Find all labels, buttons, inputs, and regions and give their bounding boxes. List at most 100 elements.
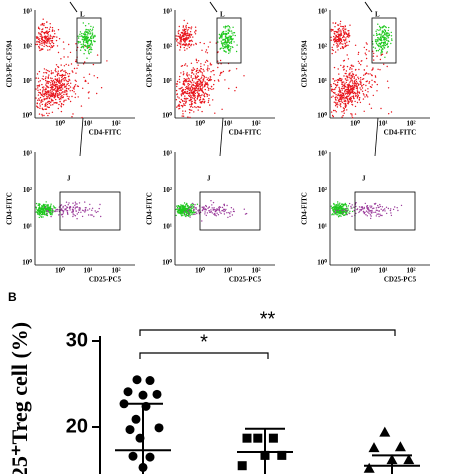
event-dot	[55, 39, 58, 42]
event-dot	[50, 35, 52, 38]
event-dot	[72, 215, 74, 218]
event-dot	[363, 212, 365, 215]
event-dot	[49, 26, 52, 28]
event-dot	[367, 73, 369, 75]
event-dot	[346, 86, 348, 88]
point	[386, 454, 398, 465]
event-dot	[73, 214, 75, 216]
point	[379, 426, 391, 437]
event-dot	[354, 113, 357, 115]
event-dot	[220, 212, 222, 215]
event-dot	[46, 42, 48, 44]
event-dot	[380, 49, 383, 51]
event-dot	[43, 86, 45, 88]
event-dot	[375, 41, 378, 43]
event-dot	[207, 77, 209, 79]
event-dot	[65, 201, 68, 203]
event-dot	[42, 205, 44, 207]
event-dot	[185, 86, 187, 89]
event-dot	[180, 215, 183, 217]
event-dot	[332, 115, 334, 118]
event-dot	[347, 44, 349, 46]
event-dot	[204, 61, 207, 63]
tick-label: 10⁰	[22, 259, 32, 267]
event-dot	[38, 99, 41, 101]
tick-label: 10¹	[378, 120, 387, 128]
event-dot	[200, 65, 202, 68]
event-dot	[35, 88, 37, 90]
event-dot	[334, 37, 336, 39]
event-dot	[86, 57, 88, 59]
event-dot	[229, 48, 232, 50]
event-dot	[99, 203, 101, 206]
tick-label: 10¹	[23, 222, 32, 230]
event-dot	[367, 208, 369, 210]
tick-label: 10²	[23, 186, 32, 194]
event-dot	[345, 33, 347, 35]
event-dot	[356, 97, 359, 99]
event-dot	[210, 86, 213, 88]
event-dot	[88, 30, 91, 32]
event-dot	[221, 42, 223, 44]
event-dot	[63, 65, 66, 67]
event-dot	[357, 78, 360, 80]
event-dot	[178, 78, 181, 81]
event-dot	[175, 214, 177, 217]
event-dot	[391, 39, 393, 42]
event-dot	[45, 79, 47, 82]
event-dot	[89, 39, 91, 42]
event-dot	[182, 90, 184, 92]
event-dot	[196, 97, 199, 100]
event-dot	[383, 25, 385, 27]
event-dot	[336, 212, 338, 214]
event-dot	[66, 80, 68, 83]
event-dot	[176, 205, 178, 207]
event-dot	[61, 69, 64, 71]
event-dot	[49, 82, 52, 84]
gate-label: J	[67, 175, 71, 183]
event-dot	[185, 38, 187, 40]
event-dot	[347, 36, 350, 38]
event-dot	[337, 49, 339, 51]
event-dot	[182, 212, 185, 214]
event-dot	[87, 32, 89, 35]
event-dot	[345, 100, 347, 102]
event-dot	[345, 70, 348, 72]
event-dot	[49, 211, 51, 214]
event-dot	[355, 212, 357, 215]
point	[268, 433, 278, 443]
event-dot	[180, 204, 182, 206]
event-dot	[93, 40, 96, 43]
event-dot	[382, 34, 384, 37]
event-dot	[46, 85, 48, 88]
event-dot	[384, 56, 386, 58]
event-dot	[199, 98, 202, 101]
event-dot	[336, 204, 338, 206]
event-dot	[348, 98, 351, 101]
event-dot	[191, 213, 193, 216]
event-dot	[49, 43, 52, 45]
event-dot	[338, 40, 340, 42]
event-dot	[81, 116, 83, 119]
event-dot	[336, 102, 339, 104]
event-dot	[198, 86, 200, 88]
event-dot	[38, 70, 41, 73]
event-dot	[51, 91, 53, 93]
event-dot	[189, 36, 192, 38]
event-dot	[50, 47, 52, 49]
event-dot	[349, 74, 351, 76]
event-dot	[363, 46, 365, 49]
event-dot	[345, 37, 347, 39]
event-dot	[349, 78, 351, 80]
event-dot	[332, 22, 334, 24]
event-dot	[59, 82, 61, 84]
event-dot	[363, 74, 365, 76]
event-dot	[223, 213, 226, 215]
event-dot	[341, 85, 344, 88]
event-dot	[46, 204, 48, 206]
event-dot	[51, 30, 54, 32]
event-dot	[55, 98, 57, 101]
event-dot	[379, 213, 381, 215]
event-dot	[354, 105, 357, 108]
event-dot	[175, 38, 177, 40]
